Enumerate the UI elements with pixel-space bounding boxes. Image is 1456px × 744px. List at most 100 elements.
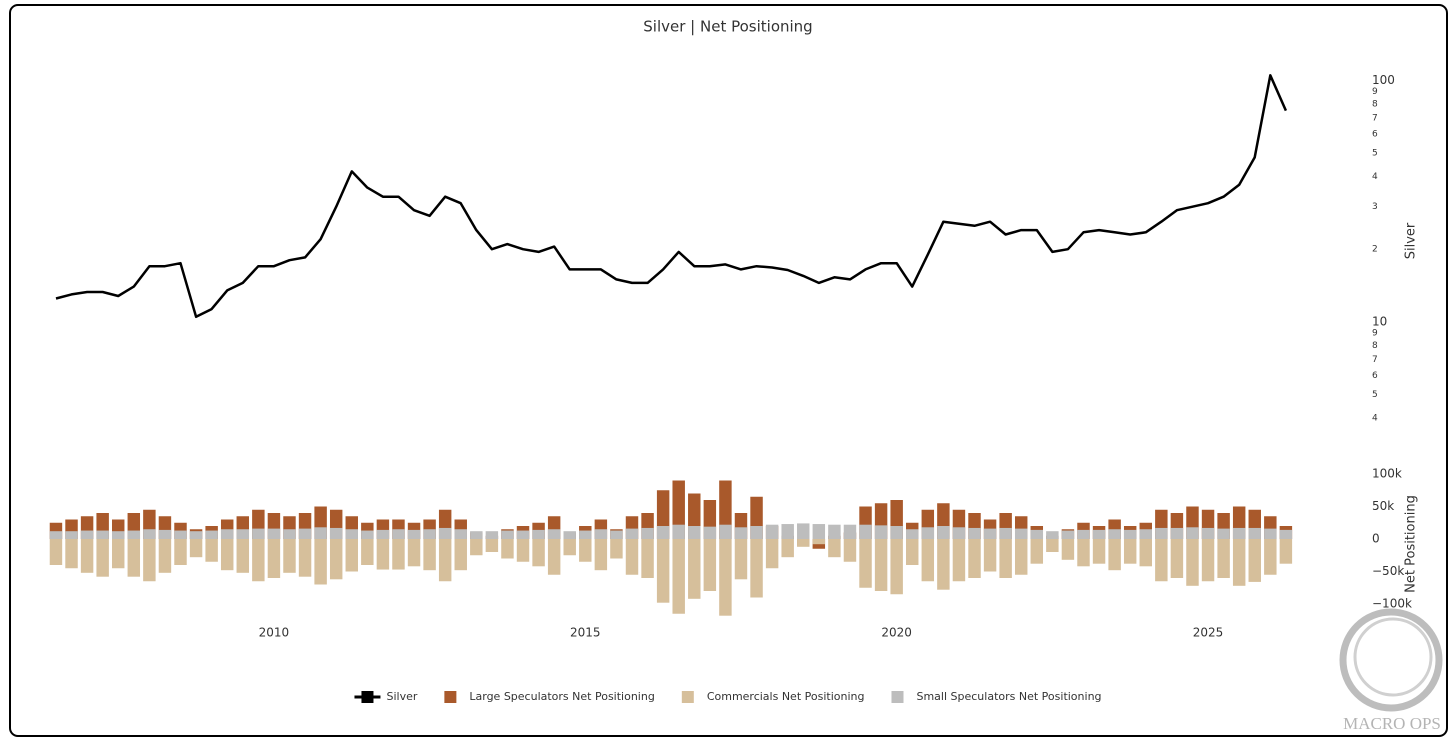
bar [96, 539, 109, 577]
bar [781, 524, 794, 539]
bar [688, 526, 701, 539]
y-tick-label: 6 [1372, 129, 1378, 139]
y-tick-label: 8 [1372, 341, 1378, 351]
legend-label: Commercials Net Positioning [707, 690, 865, 703]
bar [236, 529, 250, 539]
bar [1264, 539, 1277, 575]
bar [143, 529, 156, 539]
y-tick-label: 4 [1372, 172, 1378, 182]
bar [1030, 529, 1044, 539]
legend-item: Large Speculators Net Positioning [444, 690, 655, 703]
bar [158, 539, 172, 573]
bar [361, 530, 374, 539]
bar [688, 539, 701, 599]
y-tick-label: 4 [1372, 413, 1378, 423]
y-tick-label: 9 [1372, 328, 1378, 338]
legend-swatch [444, 691, 457, 703]
bar [1108, 539, 1121, 571]
bar [579, 539, 592, 562]
bar [719, 524, 732, 539]
bar [672, 539, 685, 614]
bar [65, 539, 78, 569]
bar [516, 539, 530, 562]
bar [392, 539, 405, 570]
bar [407, 529, 421, 539]
bar [1014, 528, 1028, 539]
bar [361, 539, 374, 565]
bar [392, 529, 405, 539]
bar [999, 527, 1012, 539]
bar [719, 539, 732, 616]
bar [937, 526, 950, 539]
bar [750, 539, 763, 598]
bar [65, 531, 78, 539]
bar [1077, 539, 1090, 567]
y-tick-label: 8 [1372, 99, 1378, 109]
bar [438, 539, 452, 582]
y-tick-label: −50k [1372, 564, 1404, 578]
bar [563, 531, 576, 539]
y-tick-label: 5 [1372, 390, 1378, 400]
bar [174, 530, 187, 539]
bar [407, 539, 421, 567]
bar [1186, 527, 1199, 539]
watermark-logo: MACRO OPS [1339, 608, 1443, 733]
bar [952, 527, 966, 539]
y-tick-label: 2 [1372, 245, 1378, 255]
y-tick-label: 10 [1372, 314, 1387, 328]
bar [579, 530, 592, 539]
bar [1201, 527, 1215, 539]
bar [423, 529, 436, 539]
bar [1170, 527, 1184, 539]
bar [205, 539, 218, 562]
bar [1217, 528, 1230, 539]
bar [438, 527, 452, 539]
bar [470, 531, 483, 539]
bar [563, 539, 576, 556]
bar [1264, 528, 1277, 539]
bar [1061, 530, 1075, 539]
legend-swatch [361, 691, 374, 703]
price-line [55, 74, 1288, 319]
y-tick-label: 5 [1372, 149, 1378, 159]
bar [906, 529, 919, 539]
bar [641, 527, 654, 539]
bar [843, 539, 857, 562]
bar [812, 524, 826, 539]
bar [983, 539, 997, 572]
legend-label: Small Speculators Net Positioning [916, 690, 1101, 703]
bar [797, 523, 810, 539]
bar [874, 525, 888, 539]
bar [734, 527, 748, 539]
bar [828, 524, 841, 539]
bar [174, 539, 187, 565]
bar [594, 539, 608, 571]
bar [252, 528, 265, 539]
bar [1123, 539, 1137, 564]
bar [1279, 539, 1293, 564]
bar [454, 529, 467, 539]
bar [952, 539, 966, 582]
bar [719, 480, 732, 539]
logo-ring [1353, 617, 1433, 697]
bar [750, 526, 763, 539]
bar [828, 539, 841, 558]
bar [1092, 539, 1106, 564]
bar [610, 530, 623, 539]
chart-title: Silver | Net Positioning [643, 18, 812, 36]
bar [501, 539, 514, 559]
bar [329, 527, 343, 539]
bar [143, 539, 156, 582]
bar [703, 526, 717, 539]
bar [252, 539, 265, 582]
bar [703, 539, 717, 591]
bar [547, 529, 561, 539]
bar [1061, 539, 1075, 560]
bar [112, 531, 125, 539]
y-tick-label: 100 [1372, 73, 1395, 87]
y-tick-label: −100k [1372, 597, 1412, 611]
bar [594, 529, 608, 539]
bar [812, 539, 826, 545]
bar [454, 539, 467, 571]
